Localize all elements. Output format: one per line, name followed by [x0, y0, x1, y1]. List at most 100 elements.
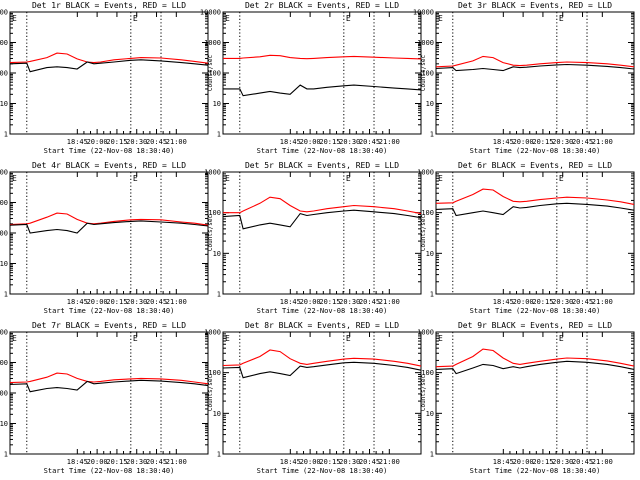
x-tick-label: 21:00 — [379, 458, 400, 466]
y-tick-label: 10 — [213, 410, 221, 418]
y-tick-label: 10 — [426, 100, 434, 108]
y-tick-label: 100 — [208, 369, 221, 377]
y-tick-label: 1000 — [204, 329, 221, 337]
lld-series-line — [9, 52, 209, 64]
detector-panel: Det 3r BLACK = Events, RED = LLD 1 10 100 10… — [413, 1, 635, 155]
marker-label: E — [438, 14, 443, 23]
x-tick-label: 20:45 — [359, 458, 380, 466]
y-tick-label: 10 — [213, 100, 221, 108]
marker-label: E — [133, 334, 138, 343]
y-tick-label: 100 — [421, 209, 434, 217]
y-axis-label: Counts/sec — [0, 375, 1, 412]
x-axis-label: Start Time (22-Nov-08 18:30:40) — [257, 467, 388, 475]
panel-title: Det 4r BLACK = Events, RED = LLD — [32, 161, 186, 170]
y-tick-label: 10 — [0, 260, 8, 268]
lld-series-line — [222, 349, 422, 367]
y-tick-label: 100 — [421, 369, 434, 377]
x-axis-label: Start Time (22-Nov-08 18:30:40) — [257, 307, 388, 315]
x-tick-label: 20:00 — [300, 298, 321, 306]
panel-title: Det 1r BLACK = Events, RED = LLD — [32, 1, 186, 10]
y-tick-label: 10000 — [413, 9, 434, 17]
y-axis-label: Counts/sec — [420, 215, 427, 252]
y-axis-label: Counts/sec — [0, 215, 1, 252]
marker-label: E — [12, 14, 17, 23]
x-tick-label: 21:00 — [166, 138, 187, 146]
y-axis-label: Counts/sec — [420, 375, 427, 412]
events-series-line — [435, 202, 635, 217]
y-tick-label: 1 — [4, 131, 8, 139]
x-tick-label: 20:30 — [552, 298, 573, 306]
events-series-line — [435, 360, 635, 375]
lld-series-line — [223, 196, 422, 215]
x-tick-label: 20:15 — [106, 298, 127, 306]
y-tick-label: 1 — [430, 291, 434, 299]
y-tick-label: 100 — [208, 209, 221, 217]
plot-frame — [222, 11, 422, 135]
x-axis-label: Start Time (22-Nov-08 18:30:40) — [470, 307, 601, 315]
x-tick-label: 18:45 — [493, 298, 514, 306]
lld-series-line — [9, 212, 209, 226]
lld-series-line — [435, 188, 635, 205]
y-tick-label: 1 — [4, 451, 8, 459]
marker-label: E — [225, 174, 230, 183]
y-tick-label: 10000 — [0, 9, 8, 17]
x-tick-label: 20:00 — [513, 458, 534, 466]
plot-frame — [435, 331, 635, 455]
marker-label: E — [559, 334, 564, 343]
panel-title: Det 3r BLACK = Events, RED = LLD — [458, 1, 612, 10]
x-tick-label: 18:45 — [493, 138, 514, 146]
x-tick-label: 20:45 — [572, 298, 593, 306]
x-tick-label: 20:30 — [339, 298, 360, 306]
x-tick-label: 20:15 — [532, 138, 553, 146]
x-tick-label: 18:45 — [67, 138, 88, 146]
x-tick-label: 20:15 — [532, 458, 553, 466]
y-tick-label: 100 — [421, 70, 434, 78]
x-tick-label: 20:45 — [146, 458, 167, 466]
plot-frame — [222, 171, 422, 295]
x-axis-label: Start Time (22-Nov-08 18:30:40) — [44, 307, 175, 315]
x-tick-label: 21:00 — [592, 458, 613, 466]
panel-title: Det 2r BLACK = Events, RED = LLD — [245, 1, 399, 10]
y-tick-label: 1000 — [0, 359, 8, 367]
x-tick-label: 20:00 — [87, 458, 108, 466]
x-tick-label: 20:45 — [572, 458, 593, 466]
x-tick-label: 18:45 — [67, 298, 88, 306]
panel-title: Det 7r BLACK = Events, RED = LLD — [32, 321, 186, 330]
y-axis-label: Counts/sec — [420, 55, 427, 92]
y-tick-label: 10 — [0, 420, 8, 428]
x-tick-label: 21:00 — [379, 138, 400, 146]
plot-frame — [9, 171, 209, 295]
detector-panel: Det 8r BLACK = Events, RED = LLD 1 10 100 10… — [204, 321, 422, 475]
marker-label: E — [12, 334, 17, 343]
x-tick-label: 20:15 — [532, 298, 553, 306]
marker-label: E — [225, 14, 230, 23]
x-axis-label: Start Time (22-Nov-08 18:30:40) — [470, 147, 601, 155]
x-tick-label: 20:15 — [106, 138, 127, 146]
y-tick-label: 10 — [426, 250, 434, 258]
y-tick-label: 10000 — [0, 329, 8, 337]
y-tick-label: 10 — [213, 250, 221, 258]
y-tick-label: 1 — [217, 131, 221, 139]
marker-label: E — [346, 334, 351, 343]
x-tick-label: 20:30 — [126, 298, 147, 306]
events-series-line — [9, 59, 209, 73]
x-axis-label: Start Time (22-Nov-08 18:30:40) — [44, 147, 175, 155]
lld-series-line — [223, 54, 422, 60]
plot-frame — [9, 331, 209, 455]
x-tick-label: 20:45 — [146, 298, 167, 306]
x-tick-label: 18:45 — [67, 458, 88, 466]
marker-label: E — [12, 174, 17, 183]
y-tick-label: 10000 — [0, 169, 8, 177]
detector-panel: Det 7r BLACK = Events, RED = LLD 1 10 100 10… — [0, 321, 209, 475]
y-axis-label: Counts/sec — [207, 215, 214, 252]
x-tick-label: 20:00 — [87, 298, 108, 306]
plot-frame — [222, 331, 422, 455]
events-series-line — [222, 209, 422, 230]
events-series-line — [435, 63, 635, 72]
y-tick-label: 100 — [0, 70, 8, 78]
lld-series-line — [435, 348, 635, 368]
x-tick-label: 20:15 — [319, 458, 340, 466]
x-tick-label: 18:45 — [280, 138, 301, 146]
panel-title: Det 5r BLACK = Events, RED = LLD — [245, 161, 399, 170]
